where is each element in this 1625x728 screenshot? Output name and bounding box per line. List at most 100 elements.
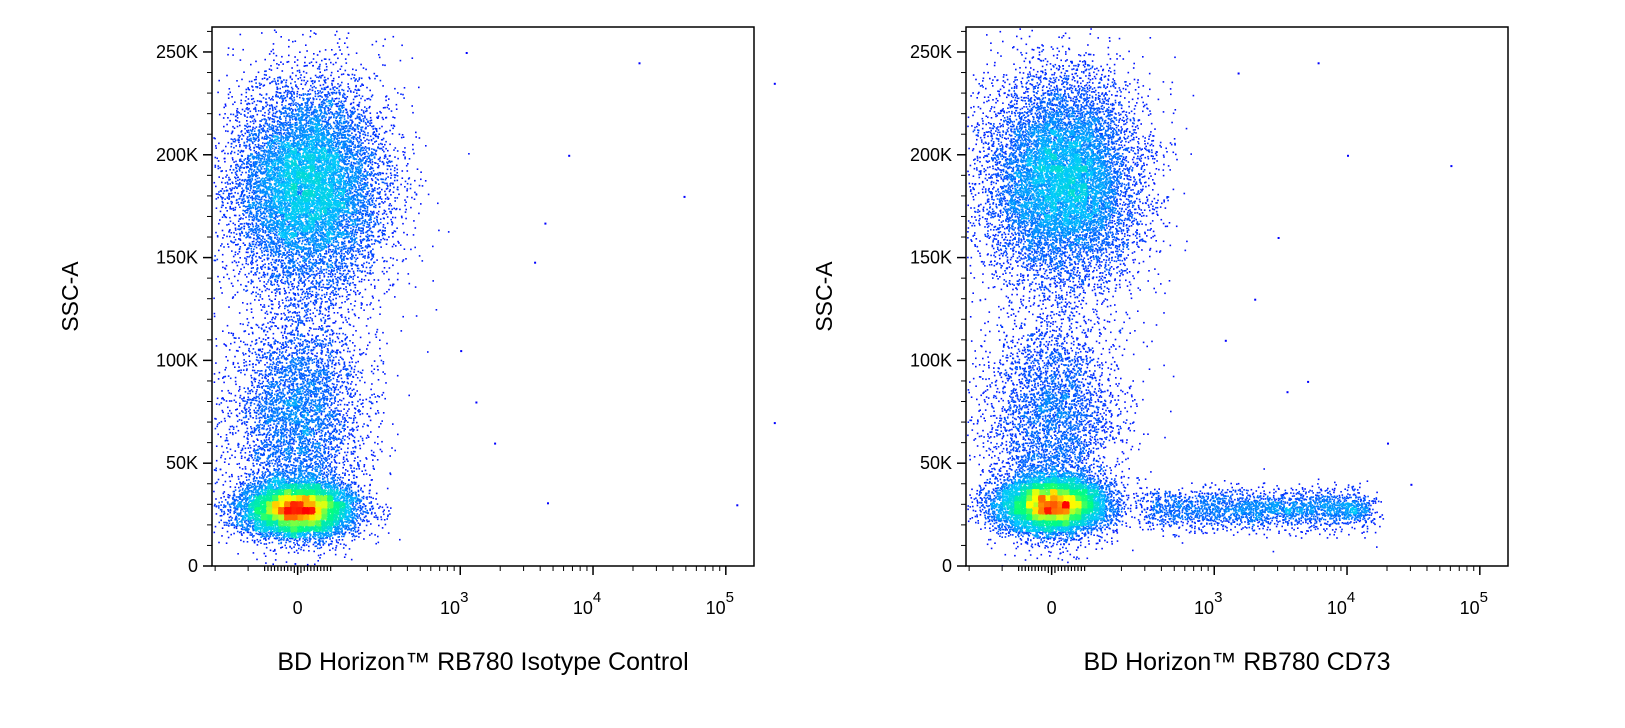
event-dot [348,361,351,364]
event-dot [341,442,344,444]
event-dot [329,273,331,275]
event-dot [255,243,257,246]
event-dot [232,158,234,161]
event-dot [229,91,231,94]
event-dot [276,462,279,464]
event-dot [245,290,247,292]
event-dot [264,343,266,345]
event-dot [252,462,254,465]
event-dot [354,88,356,91]
event-dot [214,469,216,471]
event-dot [310,327,312,330]
event-dot [393,186,395,189]
event-dot [234,511,237,513]
event-dot [358,248,360,251]
event-dot [306,343,308,346]
event-dot [406,170,409,172]
event-dot [233,512,235,515]
event-dot [362,157,364,159]
event-dot [343,556,346,558]
event-dot [369,272,371,274]
event-dot [251,533,253,535]
event-dot [336,423,338,425]
event-dot [328,248,330,250]
event-dot [299,342,302,345]
event-dot [338,332,341,335]
event-dot [359,444,361,447]
event-dot [247,125,250,128]
event-dot [368,97,370,100]
event-dot [266,374,268,377]
event-dot [335,290,337,293]
event-dot [333,367,336,370]
event-dot [393,207,395,210]
event-dot [353,108,356,110]
event-dot [234,376,237,379]
event-dot [260,110,262,112]
event-dot [344,368,346,370]
event-dot [290,267,292,269]
event-dot [324,88,327,91]
event-dot [213,315,216,318]
event-dot [369,266,371,269]
event-dot [353,474,356,477]
event-dot [356,231,359,234]
event-dot [305,264,307,266]
event-dot [272,266,274,268]
event-dot [371,508,374,510]
event-dot [392,423,394,425]
event-dot [355,264,358,267]
event-dot [370,119,373,122]
event-dot [354,300,357,302]
event-dot [324,456,327,459]
event-dot [217,193,219,195]
event-dot [232,428,235,430]
event-dot [226,202,229,204]
event-dot [343,104,345,106]
event-dot [248,143,251,146]
event-dot [306,309,308,311]
event-dot [255,110,257,113]
event-dot [298,319,301,321]
event-dot [366,520,369,523]
event-dot [255,255,257,258]
event-dot [335,332,338,335]
event-dot [264,377,266,379]
event-dot [289,310,291,313]
event-dot [245,258,248,260]
event-dot [406,182,409,185]
event-dot [250,63,252,66]
event-dot [228,195,231,198]
event-dot [376,365,379,368]
event-dot [330,425,333,427]
event-dot [235,202,238,204]
event-dot [243,114,246,116]
event-dot [379,160,381,162]
event-dot [396,227,398,229]
event-dot [213,381,216,383]
event-dot [346,375,349,378]
event-dot [380,147,383,150]
event-dot [293,443,295,445]
event-dot [229,494,231,497]
event-dot [343,361,346,363]
event-dot [277,327,280,330]
event-dot [332,286,334,288]
event-dot [345,279,347,281]
event-dot [241,528,243,531]
event-dot [286,431,288,434]
event-dot [402,315,404,318]
event-dot [266,104,269,106]
event-dot [300,280,302,282]
event-dot [223,190,226,192]
event-dot [335,362,337,365]
event-dot [344,420,346,422]
event-dot [327,424,329,426]
event-dot [359,157,361,160]
event-dot [349,324,352,326]
event-dot [342,437,344,440]
event-dot [323,58,326,60]
event-dot [292,40,294,43]
event-dot [349,284,351,287]
event-dot [329,400,331,402]
